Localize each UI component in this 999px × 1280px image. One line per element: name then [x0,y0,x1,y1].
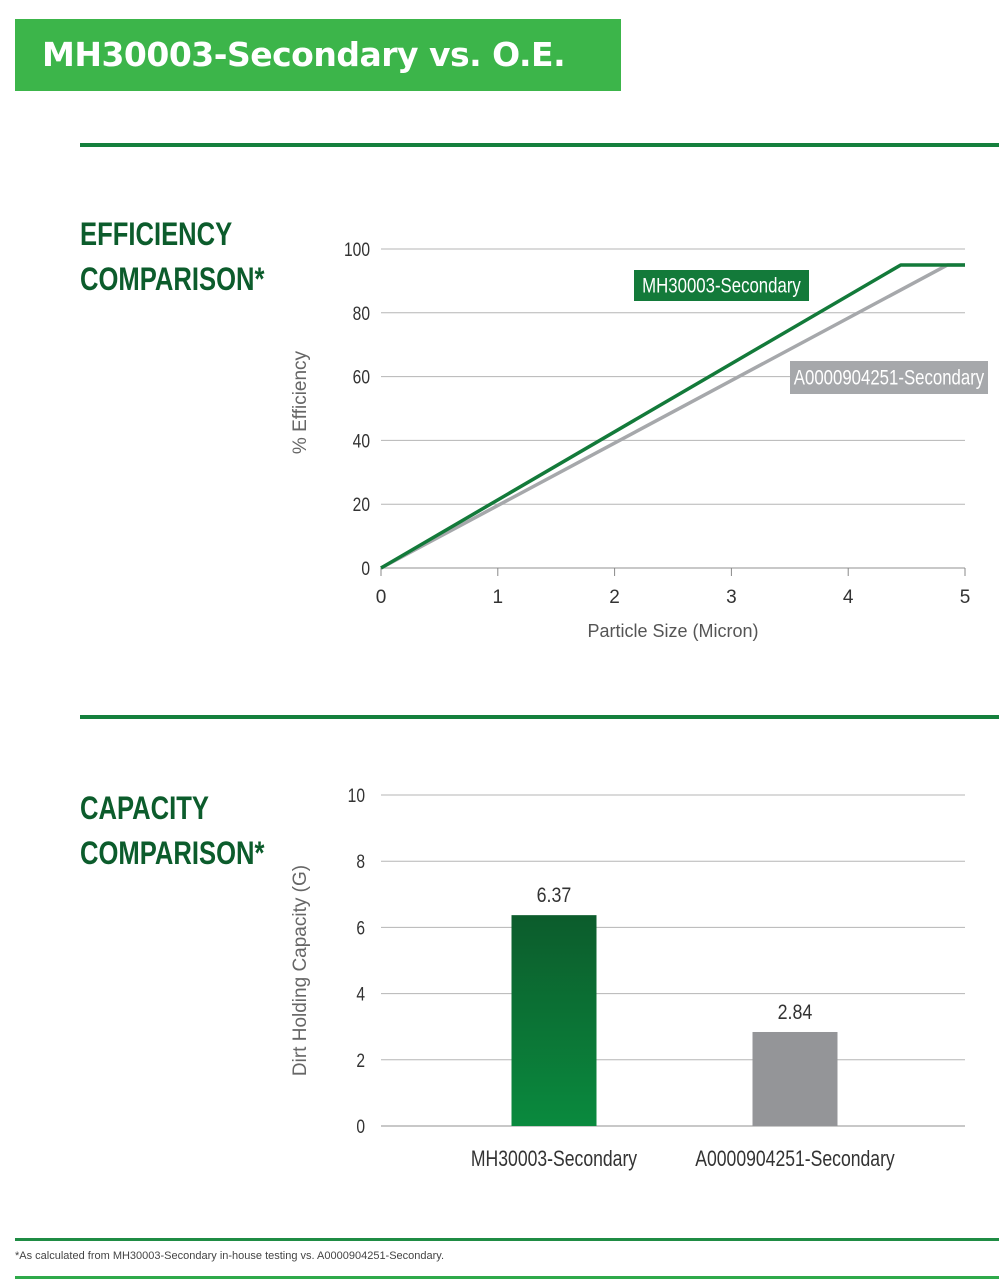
bar-a0000904251 [752,1031,838,1126]
series-line-mh30003 [380,263,965,570]
x-category-label: MH30003-Secondary [471,1147,637,1171]
legend-label-mh30003: MH30003-Secondary [642,275,801,298]
y-tick-label: 60 [353,366,370,388]
y-tick-label: 20 [353,494,370,516]
y-tick-label: 40 [353,430,370,452]
x-axis-label: Particle Size (Micron) [587,621,758,641]
y-tick-label: 0 [361,558,370,580]
x-tick-label: 4 [843,587,854,608]
footnote: *As calculated from MH30003-Secondary in… [15,1250,445,1262]
y-tick-label: 80 [353,302,370,324]
section-divider [80,143,999,147]
y-tick-label: 100 [344,239,370,261]
x-tick-label: 2 [609,587,620,608]
bar-mh30003 [511,915,597,1126]
x-tick-label: 3 [726,587,737,608]
efficiency-title-line2: COMPARISON* [80,261,265,297]
y-tick-label: 4 [356,983,365,1005]
capacity-title-line2: COMPARISON* [80,835,265,871]
bar-value-label: 2.84 [778,1001,813,1025]
series-line-a0000904251 [380,263,965,570]
y-tick-label: 0 [356,1116,365,1138]
legend-label-mh30003-box [634,270,809,301]
efficiency-section-title: EFFICIENCY COMPARISON* [80,212,264,302]
y-tick-label: 8 [356,851,365,873]
efficiency-title-line1: EFFICIENCY [80,216,233,252]
section-divider [80,715,999,719]
legend-label-a0000904251-box [790,361,988,394]
x-tick-label: 0 [376,587,387,608]
x-category-label: A0000904251-Secondary [695,1147,895,1171]
y-tick-label: 10 [348,785,365,807]
y-tick-label: 6 [356,917,365,939]
bottom-border [15,1276,999,1279]
x-tick-label: 1 [493,587,504,608]
legend-label-a0000904251: A0000904251-Secondary [794,367,985,390]
capacity-section-title: CAPACITY COMPARISON* [80,786,264,876]
x-tick-label: 5 [960,587,971,608]
y-tick-label: 2 [356,1049,365,1071]
y-axis-label: % Efficiency [290,350,311,454]
bar-value-label: 6.37 [537,884,572,908]
capacity-title-line1: CAPACITY [80,790,209,826]
footer-divider [15,1238,999,1241]
page-title-banner: MH30003-Secondary vs. O.E. [15,19,621,91]
y-axis-label: Dirt Holding Capacity (G) [290,865,311,1076]
page-title: MH30003-Secondary vs. O.E. [42,35,566,74]
